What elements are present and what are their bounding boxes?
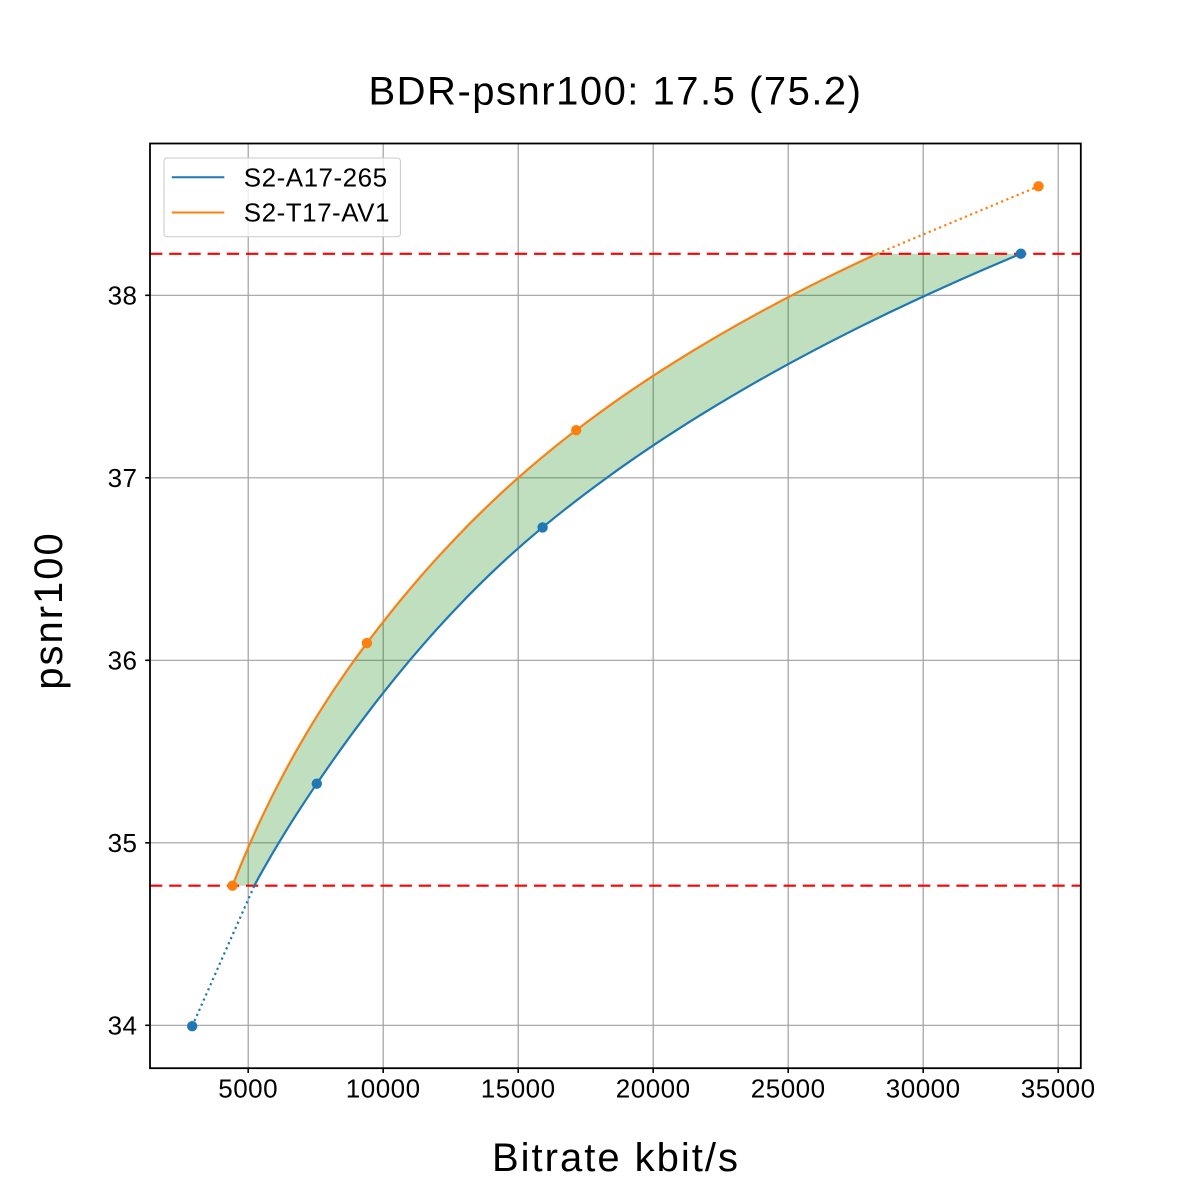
svg-text:Bitrate kbit/s: Bitrate kbit/s [492,1136,740,1180]
svg-text:35: 35 [108,828,138,858]
svg-text:S2-T17-AV1: S2-T17-AV1 [244,197,390,227]
svg-text:34: 34 [108,1011,138,1041]
svg-text:38: 38 [108,281,138,311]
svg-text:15000: 15000 [481,1074,556,1104]
svg-text:psnr100: psnr100 [27,531,71,690]
svg-text:37: 37 [108,463,138,493]
svg-text:20000: 20000 [616,1074,691,1104]
svg-text:30000: 30000 [886,1074,961,1104]
svg-text:S2-A17-265: S2-A17-265 [244,163,388,193]
svg-text:36: 36 [108,646,138,676]
svg-text:BDR-psnr100: 17.5 (75.2): BDR-psnr100: 17.5 (75.2) [368,69,862,113]
svg-text:10000: 10000 [346,1074,421,1104]
svg-text:5000: 5000 [218,1074,278,1104]
svg-text:25000: 25000 [751,1074,826,1104]
svg-text:35000: 35000 [1021,1074,1096,1104]
